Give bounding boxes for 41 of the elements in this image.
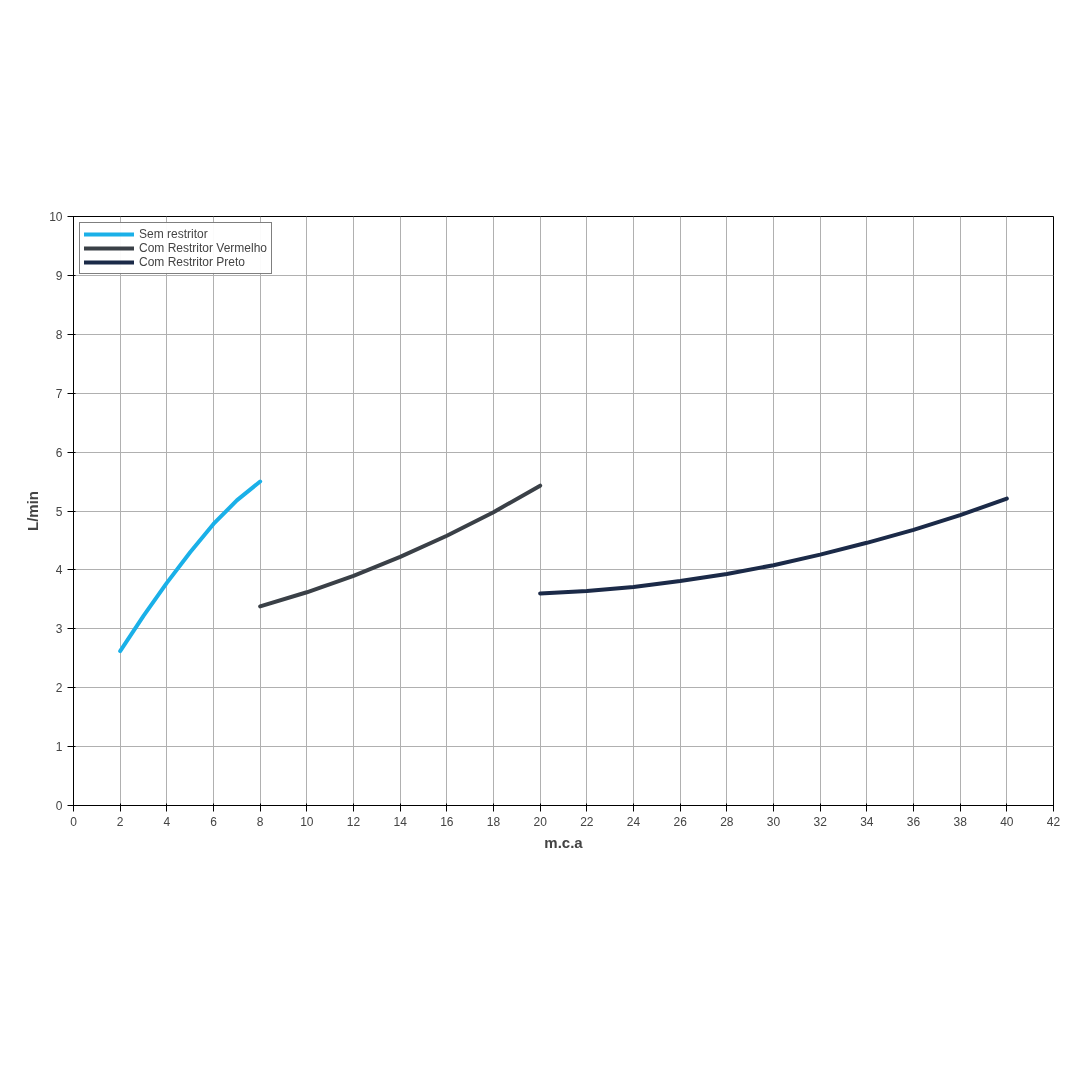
y-tick-label: 7 — [55, 386, 63, 401]
x-axis-title: m.c.a — [544, 833, 584, 851]
x-tick-label: 12 — [346, 814, 361, 829]
x-tick-label: 20 — [533, 814, 548, 829]
x-tick-label: 22 — [580, 814, 594, 829]
line-series — [538, 496, 1009, 596]
x-tick-label: 10 — [300, 814, 314, 829]
x-tick-label: 34 — [860, 814, 874, 829]
x-tick-label: 4 — [163, 814, 171, 829]
line-series — [118, 479, 263, 654]
legend-label: Com Restritor Preto — [139, 255, 246, 269]
x-tick-label: 38 — [953, 814, 968, 829]
x-tick-label: 40 — [1000, 814, 1014, 829]
x-tick-label: 6 — [210, 814, 218, 829]
y-tick-label: 2 — [55, 681, 63, 696]
legend-label: Sem restritor — [139, 227, 208, 241]
y-tick-label: 10 — [49, 210, 63, 224]
x-tick-label: 24 — [626, 814, 641, 829]
x-tick-label: 26 — [673, 814, 688, 829]
y-tick-label: 0 — [55, 799, 63, 813]
x-tick-label: 14 — [393, 814, 408, 829]
y-tick-label: 6 — [55, 445, 63, 460]
x-tick-label: 8 — [256, 814, 264, 829]
x-tick-label: 2 — [116, 814, 124, 829]
y-tick-label: 5 — [55, 504, 63, 519]
y-axis-title: L/min — [24, 491, 42, 531]
x-tick-label: 32 — [813, 814, 828, 829]
y-tick-label: 8 — [55, 327, 63, 342]
x-tick-label: 18 — [486, 814, 501, 829]
x-tick-label: 30 — [766, 814, 781, 829]
x-tick-label: 28 — [720, 814, 734, 829]
legend-label: Com Restritor Vermelho — [139, 241, 268, 255]
x-tick-label: 0 — [70, 814, 78, 829]
x-tick-label: 36 — [906, 814, 921, 829]
x-tick-label: 16 — [440, 814, 454, 829]
line-series — [258, 483, 543, 609]
x-tick-label: 42 — [1046, 814, 1061, 829]
y-tick-label: 1 — [55, 740, 63, 755]
y-tick-label: 4 — [55, 563, 63, 578]
y-tick-label: 9 — [55, 268, 63, 283]
y-tick-label: 3 — [55, 622, 63, 637]
